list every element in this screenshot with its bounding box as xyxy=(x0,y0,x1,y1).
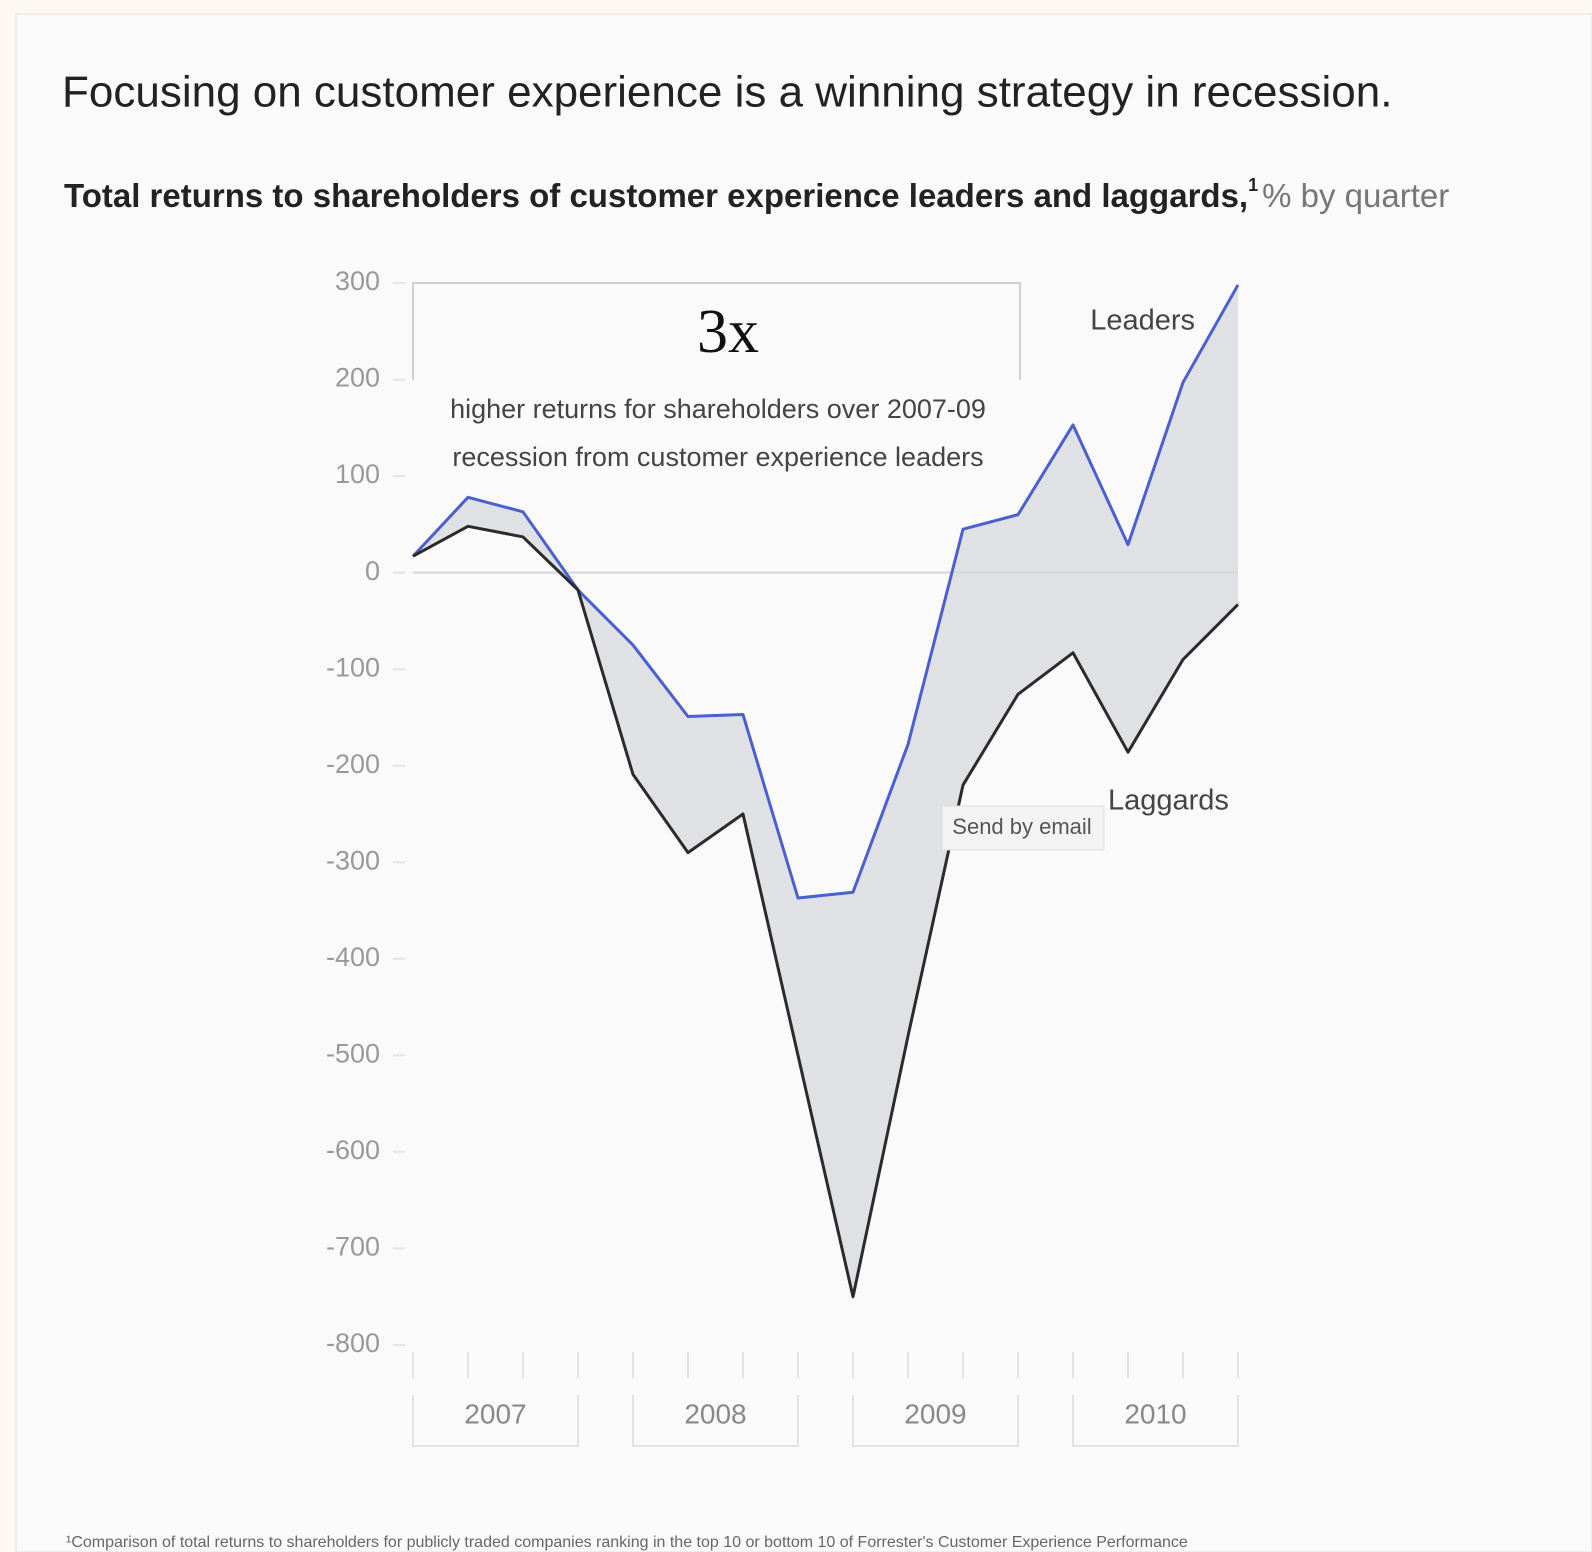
series-line xyxy=(412,524,1240,1299)
x-group-label: 2009 xyxy=(904,1398,966,1429)
y-tick-label: -300 xyxy=(326,845,380,875)
x-group-label: 2010 xyxy=(1124,1398,1186,1429)
footnote: ¹Comparison of total returns to sharehol… xyxy=(66,1534,1188,1551)
chart-subtitle: Total returns to shareholders of custome… xyxy=(64,175,1449,214)
gap-area xyxy=(413,284,1238,1297)
y-tick-label: -400 xyxy=(326,942,380,972)
series-line xyxy=(411,284,1240,900)
legend-label: Leaders xyxy=(1090,305,1195,337)
year-bracket xyxy=(412,1395,579,1447)
tooltip-box xyxy=(941,805,1105,851)
year-bracket xyxy=(1072,1395,1239,1447)
annotation-text: higher returns for shareholders over 200… xyxy=(450,394,986,424)
legend-label: Laggards xyxy=(1108,785,1229,817)
y-tick-label: 0 xyxy=(365,556,380,586)
y-tick-label: -600 xyxy=(326,1135,380,1165)
card xyxy=(15,13,1592,1552)
annotation-box xyxy=(412,282,1021,380)
y-tick-label: 300 xyxy=(335,266,380,296)
chart-title: Focusing on customer experience is a win… xyxy=(62,68,1392,117)
y-tick-label: -700 xyxy=(326,1232,380,1262)
y-tick-label: -500 xyxy=(326,1038,380,1068)
annotation-big: 3x xyxy=(697,298,759,366)
subtitle-unit: % by quarter xyxy=(1262,177,1449,214)
subtitle-main: Total returns to shareholders of custome… xyxy=(64,177,1248,214)
note-mark: 1 xyxy=(1248,175,1258,195)
y-tick-label: -100 xyxy=(326,652,380,682)
plot: 300 200 100 0 -100 -200 -300 -400 -500 -600 -700 -8… xyxy=(326,266,1240,1447)
y-tick-label: 200 xyxy=(335,363,380,393)
x-group-label: 2007 xyxy=(464,1398,526,1429)
tooltip[interactable]: Send by email xyxy=(952,814,1091,839)
y-tick-label: -200 xyxy=(326,749,380,779)
year-bracket xyxy=(852,1395,1019,1447)
y-tick-label: 100 xyxy=(335,459,380,489)
year-bracket xyxy=(632,1395,799,1447)
annotation-text: recession from customer experience leade… xyxy=(452,442,983,472)
y-tick-label: -800 xyxy=(326,1328,380,1358)
x-group-label: 2008 xyxy=(684,1398,746,1429)
